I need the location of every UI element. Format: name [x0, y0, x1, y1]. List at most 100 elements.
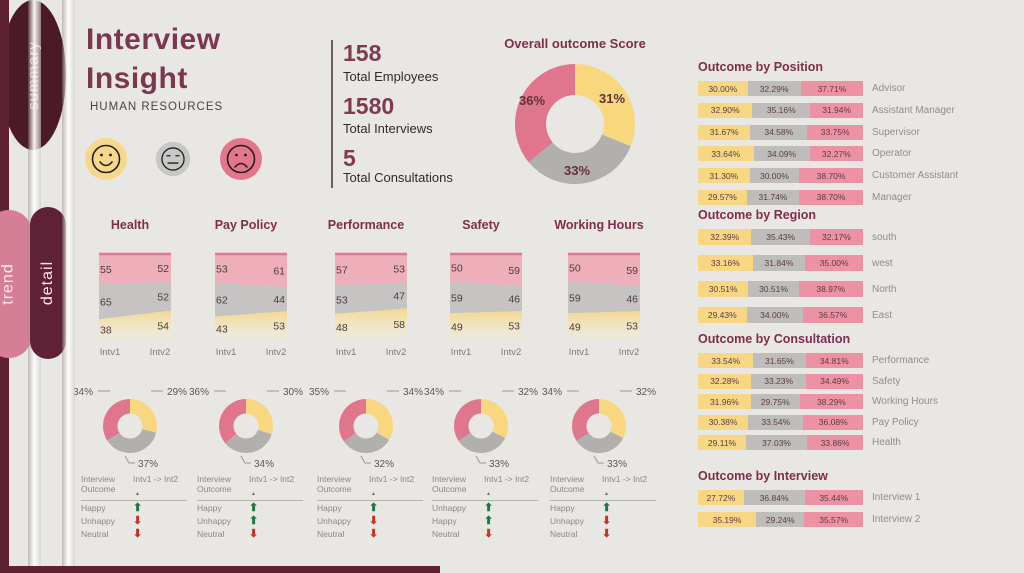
outcome-donut[interactable]: 34% 32% 33% [424, 378, 538, 472]
bar-segment-happy[interactable]: 32.28% [698, 373, 752, 389]
tab-detail[interactable]: detail [30, 207, 66, 359]
bar-segment-neutral[interactable]: 37.03% [746, 435, 808, 451]
happy-face-icon[interactable] [84, 137, 128, 186]
outcome-donut[interactable]: 34% 29% 37% [73, 378, 187, 472]
bar-segment-unhappy[interactable]: 33.75% [807, 124, 863, 140]
bar-segment-unhappy[interactable]: 31.94% [810, 102, 863, 118]
ribbon-band-happy[interactable] [568, 311, 640, 340]
donut-slice-neutral[interactable] [343, 432, 390, 453]
ribbon-chart[interactable]: 50 59 59 46 49 53 Intv1 Intv2 [564, 248, 644, 358]
sort-indicator-icon[interactable]: ▲ [251, 491, 256, 497]
bar-segment-neutral[interactable]: 33.54% [748, 414, 804, 430]
ribbon-band-unhappy[interactable] [568, 254, 640, 287]
donut-slice-happy[interactable] [575, 64, 635, 147]
bar-segment-happy[interactable]: 30.38% [698, 414, 749, 430]
bar-segment-happy[interactable]: 32.39% [698, 229, 752, 245]
bar-segment-unhappy[interactable]: 35.00% [805, 255, 863, 271]
outcome-donut[interactable]: 36% 30% 34% [189, 378, 303, 472]
bar-segment-happy[interactable]: 35.19% [698, 512, 757, 527]
donut-slice-unhappy[interactable] [572, 399, 599, 441]
bar-segment-happy[interactable]: 27.72% [698, 490, 744, 505]
donut-slice-happy[interactable] [246, 399, 273, 435]
bar-segment-neutral[interactable]: 36.84% [743, 490, 805, 505]
ribbon-chart[interactable]: 50 59 59 46 49 53 Intv1 Intv2 [446, 248, 526, 358]
donut-slice-neutral[interactable] [528, 134, 631, 184]
bar-segment-happy[interactable]: 30.51% [698, 281, 749, 297]
outcome-donut[interactable]: 35% 34% 32% [309, 378, 423, 472]
bar-segment-happy[interactable]: 32.90% [698, 102, 753, 118]
bar-segment-neutral[interactable]: 35.43% [751, 229, 810, 245]
ribbon-band-happy[interactable] [335, 308, 407, 340]
sort-indicator-icon[interactable]: ▲ [135, 491, 140, 497]
bar-segment-unhappy[interactable]: 35.57% [804, 512, 863, 527]
ribbon-band-neutral[interactable] [568, 281, 640, 314]
bar-segment-neutral[interactable]: 30.00% [749, 168, 800, 184]
bar-segment-neutral[interactable]: 34.09% [753, 146, 810, 162]
outcome-donut[interactable]: 34% 32% 33% [542, 378, 656, 472]
ribbon-band-unhappy[interactable] [335, 254, 407, 286]
bar-segment-unhappy[interactable]: 34.81% [805, 353, 863, 368]
ribbon-band-unhappy[interactable] [215, 254, 287, 288]
sad-face-icon[interactable] [219, 137, 263, 186]
bar-segment-neutral[interactable]: 34.58% [750, 124, 808, 140]
bar-segment-unhappy[interactable]: 36.57% [802, 307, 863, 323]
bar-segment-happy[interactable]: 33.16% [698, 255, 753, 271]
neutral-face-icon[interactable] [155, 141, 191, 182]
bar-segment-neutral[interactable]: 31.65% [753, 353, 806, 368]
ribbon-band-happy[interactable] [215, 311, 287, 340]
ribbon-band-neutral[interactable] [215, 282, 287, 317]
bar-segment-happy[interactable]: 29.57% [698, 189, 747, 205]
sort-indicator-icon[interactable]: ▲ [604, 491, 609, 497]
bar-segment-neutral[interactable]: 32.29% [747, 81, 801, 96]
bar-segment-happy[interactable]: 31.30% [698, 168, 750, 184]
tab-trend[interactable]: trend [0, 210, 32, 358]
bar-segment-happy[interactable]: 29.43% [698, 307, 747, 323]
bar-segment-happy[interactable]: 31.96% [698, 394, 751, 410]
bar-segment-unhappy[interactable]: 38.29% [799, 394, 863, 410]
donut-slice-neutral[interactable] [458, 431, 506, 453]
donut-slice-neutral[interactable] [107, 429, 157, 453]
bar-segment-unhappy[interactable]: 34.49% [806, 373, 863, 389]
bar-segment-unhappy[interactable]: 37.71% [800, 81, 863, 96]
ribbon-chart[interactable]: 57 53 53 47 48 58 Intv1 Intv2 [331, 248, 411, 358]
bar-segment-unhappy[interactable]: 38.70% [799, 189, 863, 205]
bar-segment-unhappy[interactable]: 33.86% [807, 435, 863, 451]
ribbon-band-neutral[interactable] [450, 281, 522, 314]
bar-segment-neutral[interactable]: 31.84% [752, 255, 806, 271]
ribbon-band-neutral[interactable] [335, 282, 407, 314]
donut-slice-happy[interactable] [130, 399, 157, 433]
ribbon-band-unhappy[interactable] [450, 254, 522, 287]
bar-segment-happy[interactable]: 29.11% [698, 435, 747, 451]
ribbon-band-unhappy[interactable] [99, 254, 171, 284]
donut-slice-unhappy[interactable] [515, 64, 575, 163]
bar-segment-happy[interactable]: 33.54% [698, 353, 754, 368]
ribbon-chart[interactable]: 55 52 65 52 38 54 Intv1 Intv2 [95, 248, 175, 358]
bar-segment-happy[interactable]: 33.64% [698, 146, 754, 162]
bar-segment-neutral[interactable]: 35.16% [752, 102, 811, 118]
bar-segment-neutral[interactable]: 29.75% [750, 394, 800, 410]
ribbon-band-happy[interactable] [450, 311, 522, 340]
donut-slice-unhappy[interactable] [339, 399, 366, 442]
bar-segment-neutral[interactable]: 33.23% [751, 373, 807, 389]
bar-segment-neutral[interactable]: 30.51% [748, 281, 799, 297]
bar-segment-neutral[interactable]: 31.74% [746, 189, 800, 205]
bar-segment-happy[interactable]: 30.00% [698, 81, 748, 96]
sort-indicator-icon[interactable]: ▲ [371, 491, 376, 497]
donut-slice-neutral[interactable] [225, 429, 272, 453]
bar-segment-neutral[interactable]: 29.24% [756, 512, 805, 527]
ribbon-band-neutral[interactable] [99, 282, 171, 320]
sort-indicator-icon[interactable]: ▲ [486, 491, 491, 497]
bar-segment-unhappy[interactable]: 32.17% [809, 229, 863, 245]
ribbon-chart[interactable]: 53 61 62 44 43 53 Intv1 Intv2 [211, 248, 291, 358]
bar-segment-unhappy[interactable]: 32.27% [809, 146, 863, 162]
donut-slice-happy[interactable] [366, 399, 393, 440]
bar-segment-unhappy[interactable]: 36.08% [803, 414, 863, 430]
donut-slice-unhappy[interactable] [219, 399, 246, 444]
bar-segment-neutral[interactable]: 34.00% [746, 307, 803, 323]
donut-slice-unhappy[interactable] [454, 399, 481, 441]
bar-segment-unhappy[interactable]: 35.44% [804, 490, 863, 505]
donut-slice-unhappy[interactable] [103, 399, 130, 441]
bar-segment-unhappy[interactable]: 38.70% [799, 168, 863, 184]
overall-donut-svg[interactable]: 31% 33% 36% [480, 59, 670, 191]
bar-segment-happy[interactable]: 31.67% [698, 124, 751, 140]
